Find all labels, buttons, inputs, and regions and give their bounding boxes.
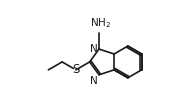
Text: N: N (90, 76, 98, 86)
Text: S: S (72, 63, 80, 76)
Text: N: N (90, 44, 98, 54)
Text: NH$_2$: NH$_2$ (89, 17, 111, 30)
